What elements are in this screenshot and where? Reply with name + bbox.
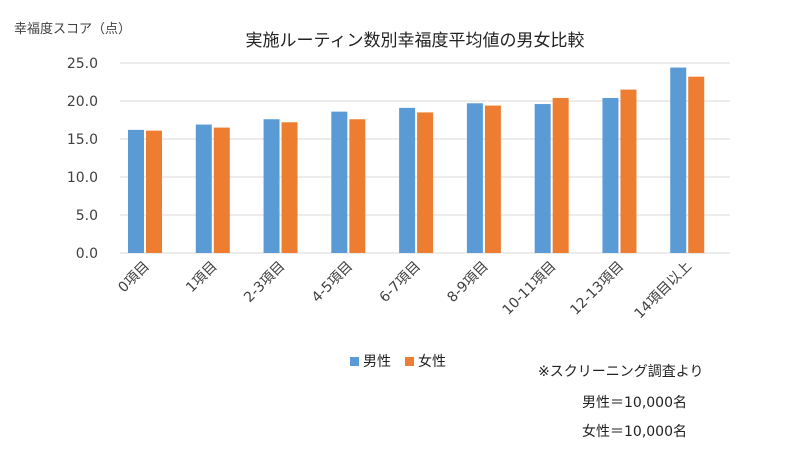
bar-female bbox=[552, 97, 569, 254]
x-tick-label: 12-13項目 bbox=[567, 259, 627, 319]
bar-male bbox=[195, 124, 212, 253]
y-tick-label: 25.0 bbox=[67, 56, 98, 72]
bar-female bbox=[484, 105, 501, 253]
source-note: ※スクリーニング調査より bbox=[538, 364, 704, 380]
male-sample-size: 男性＝10,000名 bbox=[582, 395, 687, 411]
bar-female bbox=[620, 89, 637, 253]
bar-female bbox=[213, 127, 230, 253]
y-tick-label: 10.0 bbox=[67, 170, 98, 186]
bar-male bbox=[128, 129, 144, 253]
y-tick-label: 15.0 bbox=[67, 132, 98, 148]
x-tick-label: 4-5項目 bbox=[309, 259, 356, 306]
x-tick-label: 6-7項目 bbox=[377, 259, 424, 306]
bar-male bbox=[466, 103, 483, 253]
bar-male bbox=[670, 67, 687, 253]
legend-swatch bbox=[405, 357, 414, 366]
x-tick-label: 0項目 bbox=[115, 259, 152, 296]
bar-female bbox=[417, 112, 434, 254]
legend-swatch bbox=[350, 357, 359, 366]
x-tick-label: 1項目 bbox=[183, 259, 220, 296]
bar-female bbox=[349, 119, 366, 254]
bar-male bbox=[534, 104, 551, 253]
bars bbox=[128, 67, 705, 254]
x-tick-label: 14項目以上 bbox=[632, 259, 696, 323]
bar-female bbox=[146, 130, 162, 253]
y-tick-labels: 0.0 5.0 10.0 15.0 20.0 25.0 bbox=[67, 56, 98, 262]
bar-female bbox=[688, 76, 705, 254]
female-sample-size: 女性＝10,000名 bbox=[582, 424, 687, 440]
x-tick-label: 8-9項目 bbox=[444, 259, 491, 306]
y-tick-label: 20.0 bbox=[67, 94, 98, 110]
y-tick-label: 5.0 bbox=[76, 208, 98, 224]
bar-male bbox=[399, 107, 416, 253]
legend-label: 女性 bbox=[418, 353, 446, 370]
legend: 男性 女性 bbox=[350, 353, 446, 370]
bar-male bbox=[602, 97, 619, 254]
legend-label: 男性 bbox=[363, 354, 391, 370]
y-tick-label: 0.0 bbox=[76, 246, 98, 262]
bar-male bbox=[331, 111, 348, 253]
bar-female bbox=[281, 122, 298, 253]
x-tick-labels: 0項目 1項目 2-3項目 4-5項目 6-7項目 8-9項目 10-11項目 12-13項目… bbox=[115, 259, 695, 323]
y-axis-label: 幸福度スコア（点） bbox=[14, 21, 131, 37]
chart-title: 実施ルーティン数別幸福度平均値の男女比較 bbox=[246, 31, 585, 51]
x-tick-label: 10-11項目 bbox=[500, 259, 560, 319]
x-tick-label: 2-3項目 bbox=[241, 259, 288, 306]
bar-male bbox=[263, 119, 280, 254]
